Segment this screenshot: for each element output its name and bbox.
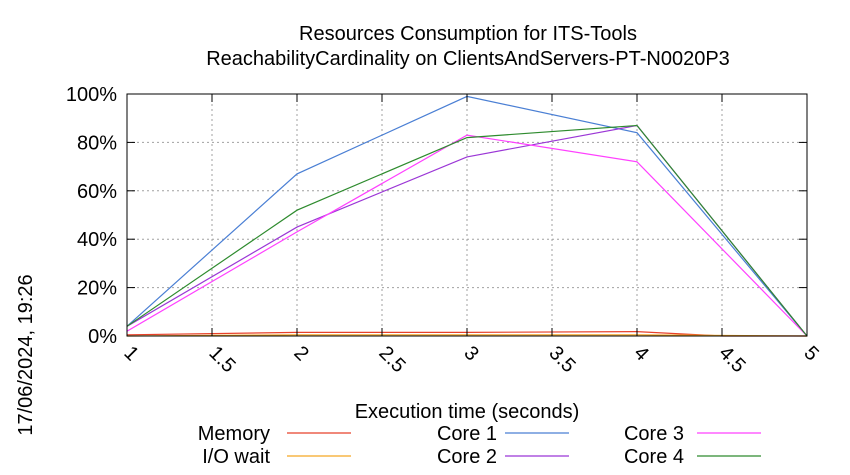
timestamp: 17/06/2024, 19:26 [15,274,37,435]
x-tick-label: 1 [119,342,142,365]
legend-label: Memory [198,423,270,445]
legend-item: Memory [198,423,351,445]
x-tick-label: 1.5 [204,342,239,377]
x-tick-label: 4 [629,342,652,365]
y-tick-label: 80% [77,132,117,154]
legend-item: Core 3 [624,423,761,445]
y-tick-label: 40% [77,229,117,251]
chart-title-line1: Resources Consumption for ITS-Tools [299,23,637,45]
x-tick-label: 2.5 [374,342,409,377]
y-tick-label: 20% [77,278,117,300]
x-tick-label: 4.5 [714,342,749,377]
legend-label: Core 3 [624,423,684,445]
legend-label: Core 2 [437,446,497,468]
y-tick-label: 60% [77,181,117,203]
x-tick-label: 2 [289,342,312,365]
series-line-core-3 [126,134,808,337]
x-tick-label: 3 [459,342,482,365]
legend-label: Core 4 [624,446,684,468]
y-tick-label: 0% [88,326,117,348]
x-axis-label: Execution time (seconds) [355,401,580,423]
legend-label: Core 1 [437,423,497,445]
legend-item: I/O wait [202,446,351,468]
y-tick-label: 100% [66,84,117,106]
tick-labels: 0% 20% 40% 60% 80% 100% 1 1.5 2 2.5 3 3.5 4 4.5 5 [66,84,823,377]
x-tick-label: 3.5 [544,342,579,377]
grid-lines [126,93,808,337]
legend-item: Core 4 [624,446,761,468]
series-line-core-4 [126,124,808,337]
legend-item: Core 1 [437,423,569,445]
legend-label: I/O wait [202,446,270,468]
chart-title-line2: ReachabilityCardinality on ClientsAndSer… [206,48,730,70]
x-tick-label: 5 [799,342,822,365]
legend-item: Core 2 [437,446,569,468]
